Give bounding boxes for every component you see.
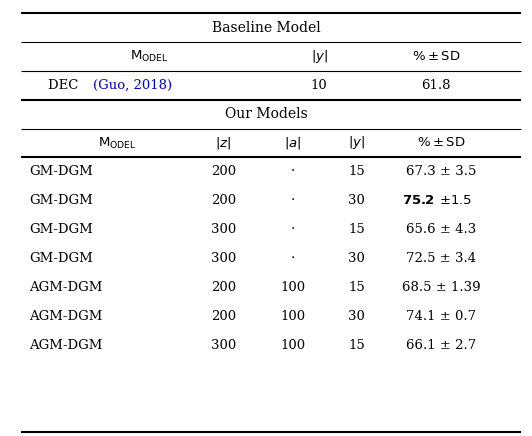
Text: 100: 100 — [280, 281, 305, 294]
Text: DEC: DEC — [48, 79, 82, 92]
Text: 15: 15 — [348, 338, 365, 351]
Text: 30: 30 — [348, 252, 365, 265]
Text: $|y|$: $|y|$ — [311, 48, 328, 65]
Text: GM-DGM: GM-DGM — [29, 194, 93, 207]
Text: 15: 15 — [348, 281, 365, 294]
Text: 61.8: 61.8 — [421, 79, 451, 92]
Text: 68.5 ± 1.39: 68.5 ± 1.39 — [402, 281, 481, 294]
Text: $\mathbf{75.2}$: $\mathbf{75.2}$ — [402, 194, 435, 207]
Text: 65.6 ± 4.3: 65.6 ± 4.3 — [406, 223, 477, 236]
Text: 10: 10 — [311, 79, 328, 92]
Text: AGM-DGM: AGM-DGM — [29, 338, 103, 351]
Text: 15: 15 — [348, 165, 365, 178]
Text: $\mathrm{M}_\mathrm{ODEL}$: $\mathrm{M}_\mathrm{ODEL}$ — [129, 49, 169, 64]
Text: 67.3 ± 3.5: 67.3 ± 3.5 — [406, 165, 477, 178]
Text: 100: 100 — [280, 338, 305, 351]
Text: $|a|$: $|a|$ — [284, 135, 301, 151]
Text: $\%\pm\mathrm{SD}$: $\%\pm\mathrm{SD}$ — [412, 50, 461, 63]
Text: 300: 300 — [211, 252, 236, 265]
Text: 300: 300 — [211, 223, 236, 236]
Text: 15: 15 — [348, 223, 365, 236]
Text: GM-DGM: GM-DGM — [29, 252, 93, 265]
Text: 100: 100 — [280, 310, 305, 323]
Text: ·: · — [290, 194, 295, 207]
Text: Baseline Model: Baseline Model — [212, 20, 320, 34]
Text: 30: 30 — [348, 194, 365, 207]
Text: 300: 300 — [211, 338, 236, 351]
Text: 74.1 ± 0.7: 74.1 ± 0.7 — [406, 310, 477, 323]
Text: 200: 200 — [211, 194, 236, 207]
Text: GM-DGM: GM-DGM — [29, 223, 93, 236]
Text: 72.5 ± 3.4: 72.5 ± 3.4 — [406, 252, 477, 265]
Text: $\mathrm{M}_\mathrm{ODEL}$: $\mathrm{M}_\mathrm{ODEL}$ — [97, 136, 137, 150]
Text: Our Models: Our Models — [225, 107, 307, 121]
Text: $\pm 1.5$: $\pm 1.5$ — [439, 194, 472, 207]
Text: $|z|$: $|z|$ — [215, 135, 231, 151]
Text: 200: 200 — [211, 310, 236, 323]
Text: 30: 30 — [348, 310, 365, 323]
Text: GM-DGM: GM-DGM — [29, 165, 93, 178]
Text: ·: · — [290, 165, 295, 178]
Text: $|y|$: $|y|$ — [348, 134, 365, 151]
Text: ·: · — [290, 252, 295, 265]
Text: AGM-DGM: AGM-DGM — [29, 310, 103, 323]
Text: ·: · — [290, 223, 295, 236]
Text: $\%\pm\mathrm{SD}$: $\%\pm\mathrm{SD}$ — [417, 136, 466, 150]
Text: 200: 200 — [211, 165, 236, 178]
Text: 66.1 ± 2.7: 66.1 ± 2.7 — [406, 338, 477, 351]
Text: (Guo, 2018): (Guo, 2018) — [93, 79, 172, 92]
Text: 200: 200 — [211, 281, 236, 294]
Text: AGM-DGM: AGM-DGM — [29, 281, 103, 294]
